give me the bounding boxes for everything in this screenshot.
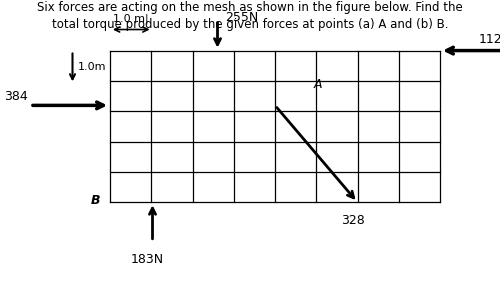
- Text: A: A: [313, 78, 322, 91]
- Text: 183N: 183N: [131, 253, 164, 266]
- Text: B: B: [90, 194, 100, 207]
- Text: total torque produced by the given forces at points (a) A and (b) B.: total torque produced by the given force…: [52, 18, 448, 31]
- Text: 1.0m: 1.0m: [78, 62, 106, 72]
- Text: Six forces are acting on the mesh as shown in the figure below. Find the: Six forces are acting on the mesh as sho…: [37, 1, 463, 14]
- Text: 384: 384: [4, 90, 28, 103]
- Text: 328: 328: [340, 214, 364, 226]
- Text: 112: 112: [479, 33, 500, 46]
- Text: 1.0 m|: 1.0 m|: [114, 13, 149, 24]
- Text: 255N: 255N: [225, 11, 258, 24]
